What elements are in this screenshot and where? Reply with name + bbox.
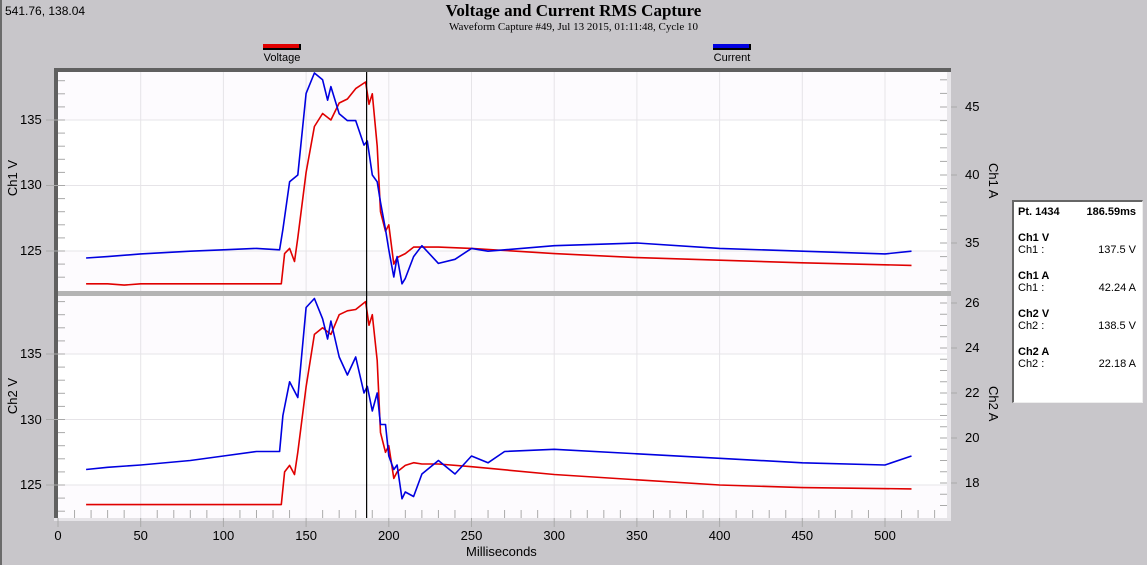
p2-left-axis-label: Ch2 V (5, 378, 20, 415)
p1-right-tick: 45 (965, 99, 980, 114)
p1-right-tick: 35 (965, 235, 980, 250)
ch2a-value: 22.18 A (1098, 358, 1136, 370)
p2-right-tick: 18 (965, 475, 980, 490)
x-tick-label: 50 (133, 528, 148, 543)
info-ch1a-row: Ch1 : 42.24 A (1014, 282, 1142, 294)
ch2a-label: Ch2 : (1018, 358, 1045, 370)
voltage-trace-ch2 (86, 300, 912, 506)
x-tick-label: 0 (54, 528, 62, 543)
ch1a-label: Ch1 : (1018, 282, 1045, 294)
chart-subtitle: Waveform Capture #49, Jul 13 2015, 01:11… (449, 21, 698, 33)
cursor-coordinates: 541.76, 138.04 (5, 4, 86, 18)
p2-right-axis-label: Ch2 A (986, 386, 1001, 422)
p1-right-axis-label: Ch1 A (986, 163, 1001, 199)
x-tick-label: 500 (874, 528, 896, 543)
info-ch1a-title: Ch1 A (1014, 270, 1142, 282)
ch1v-label: Ch1 : (1018, 244, 1045, 256)
cursor-info-panel: Pt. 1434 186.59ms Ch1 V Ch1 : 137.5 V Ch1… (1012, 200, 1143, 403)
p1-left-axis-label: Ch1 V (5, 160, 20, 197)
voltage-trace-ch1 (86, 81, 912, 286)
p1-left-tick: 135 (20, 112, 42, 127)
x-tick-label: 450 (791, 528, 814, 543)
info-ch2a-row: Ch2 : 22.18 A (1014, 358, 1142, 370)
info-ch1v-title: Ch1 V (1014, 232, 1142, 244)
ch1a-value: 42.24 A (1098, 282, 1136, 294)
ch2v-label: Ch2 : (1018, 320, 1045, 332)
voltage-swatch-icon (263, 44, 301, 50)
p2-right-tick: 20 (965, 430, 980, 445)
ch1v-value: 137.5 V (1098, 244, 1136, 256)
point-index: Pt. 1434 (1018, 206, 1060, 218)
p2-right-tick: 22 (965, 385, 980, 400)
ch1a-title: Ch1 A (1018, 270, 1050, 282)
info-ch2v-title: Ch2 V (1014, 308, 1142, 320)
p2-right-tick: 24 (965, 340, 980, 355)
legend-voltage-label: Voltage (263, 52, 301, 64)
x-tick-label: 200 (377, 528, 400, 543)
x-tick-label: 250 (460, 528, 483, 543)
x-tick-label: 150 (295, 528, 317, 543)
p2-right-tick: 26 (965, 295, 980, 310)
ch2a-title: Ch2 A (1018, 346, 1050, 358)
info-header: Pt. 1434 186.59ms (1014, 206, 1142, 218)
legend-voltage[interactable]: Voltage (242, 44, 322, 64)
x-tick-label: 400 (708, 528, 731, 543)
window-left-border (0, 0, 2, 565)
legend-current[interactable]: Current (692, 44, 772, 64)
info-ch2a-title: Ch2 A (1014, 346, 1142, 358)
current-trace-ch1 (86, 72, 912, 285)
ch2v-value: 138.5 V (1098, 320, 1136, 332)
p1-left-tick: 130 (20, 177, 42, 192)
x-tick-label: 300 (543, 528, 566, 543)
current-trace-ch2 (86, 297, 912, 500)
legend-current-label: Current (713, 52, 751, 64)
ch1v-title: Ch1 V (1018, 232, 1050, 244)
p2-left-tick: 135 (20, 346, 42, 361)
x-tick-label: 350 (626, 528, 648, 543)
chart-title: Voltage and Current RMS Capture (445, 1, 702, 20)
x-tick-label: 100 (212, 528, 235, 543)
p2-left-tick: 125 (20, 477, 42, 492)
x-axis-label: Milliseconds (466, 544, 537, 559)
info-ch1v-row: Ch1 : 137.5 V (1014, 244, 1142, 256)
p2-left-tick: 130 (20, 412, 42, 427)
current-swatch-icon (713, 44, 751, 50)
point-time: 186.59ms (1086, 206, 1136, 218)
p1-left-tick: 125 (20, 243, 42, 258)
info-ch2v-row: Ch2 : 138.5 V (1014, 320, 1142, 332)
p1-right-tick: 40 (965, 167, 980, 182)
ch2v-title: Ch2 V (1018, 308, 1050, 320)
